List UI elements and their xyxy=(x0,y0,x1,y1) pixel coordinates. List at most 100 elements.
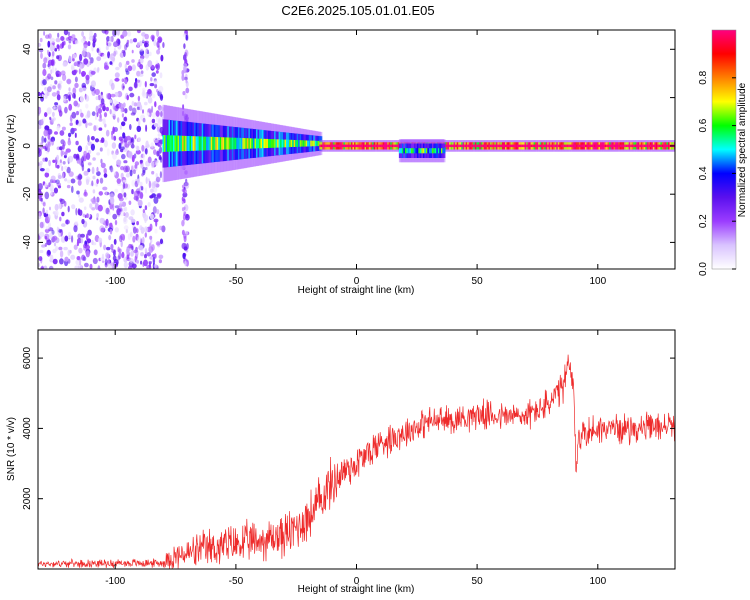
heatmap-cell xyxy=(121,78,125,83)
heatmap-cell xyxy=(64,106,68,114)
heatmap-cell xyxy=(44,157,48,162)
heatmap-cell xyxy=(81,50,86,57)
heatmap-cell xyxy=(68,171,74,177)
y-tick-label: -20 xyxy=(22,187,33,202)
heatmap-cell xyxy=(50,175,56,181)
heatmap-cell xyxy=(44,172,50,178)
heatmap-cell xyxy=(213,136,217,150)
heatmap-cell xyxy=(600,144,603,148)
heatmap-cell xyxy=(121,153,126,160)
heatmap-cell xyxy=(56,44,60,49)
heatmap-cell xyxy=(182,213,186,221)
heatmap-cell xyxy=(185,80,189,88)
heatmap-cell xyxy=(56,104,62,110)
heatmap-cell xyxy=(114,227,119,233)
heatmap-cell xyxy=(99,177,104,184)
heatmap-cell xyxy=(110,35,114,43)
heatmap-cell xyxy=(152,206,157,214)
heatmap-cell xyxy=(153,196,159,204)
heatmap-cell xyxy=(136,125,142,132)
heatmap-cell xyxy=(55,245,59,251)
heatmap-cell xyxy=(62,161,66,165)
heatmap-cell xyxy=(151,105,154,113)
heatmap-cell xyxy=(47,40,51,48)
heatmap-cell xyxy=(126,39,130,45)
heatmap-cell xyxy=(150,238,153,244)
heatmap-cell xyxy=(105,252,110,259)
heatmap-cell xyxy=(136,79,141,83)
colorbar-ticks: 0.0 0.2 0.4 0.6 0.8 xyxy=(698,70,736,276)
heatmap-cell xyxy=(137,236,142,243)
heatmap-cell xyxy=(153,139,159,144)
heatmap-cell xyxy=(185,214,190,221)
heatmap-cell xyxy=(38,91,41,97)
heatmap-cell xyxy=(46,107,52,115)
heatmap-cell xyxy=(74,265,80,269)
heatmap-cell xyxy=(147,88,152,95)
heatmap-cell xyxy=(185,34,188,41)
heatmap-cell xyxy=(150,34,155,41)
heatmap-cell xyxy=(153,39,157,46)
heatmap-cell xyxy=(87,229,92,236)
heatmap-cell xyxy=(133,81,139,89)
y-tick-label: -40 xyxy=(22,235,33,250)
heatmap-cell xyxy=(109,197,115,205)
heatmap-cell xyxy=(184,260,187,267)
heatmap-cell xyxy=(87,135,90,143)
heatmap-cell xyxy=(76,190,80,195)
heatmap-cell xyxy=(151,72,156,77)
heatmap-cell xyxy=(183,113,188,121)
heatmap-cell xyxy=(45,209,49,215)
heatmap-cell xyxy=(147,156,152,164)
heatmap-cell xyxy=(126,94,129,101)
heatmap-cell xyxy=(159,212,162,219)
heatmap-cell xyxy=(144,81,147,88)
heatmap-cell xyxy=(51,118,55,123)
heatmap-cell xyxy=(535,144,539,148)
heatmap-cell xyxy=(96,166,99,173)
heatmap-cell xyxy=(64,165,68,170)
heatmap-cell xyxy=(153,264,158,268)
heatmap-cell xyxy=(135,228,139,234)
heatmap-cell xyxy=(42,115,45,122)
heatmap-cell xyxy=(62,150,65,156)
heatmap-cell xyxy=(110,82,115,91)
heatmap-cell xyxy=(143,226,149,233)
heatmap-cell xyxy=(131,49,134,54)
heatmap-cell xyxy=(62,61,68,67)
heatmap-cell xyxy=(149,235,153,240)
heatmap-cell xyxy=(79,174,83,180)
figure-title: C2E6.2025.105.01.01.E05 xyxy=(281,3,434,18)
heatmap-cell xyxy=(108,265,112,269)
heatmap-cell xyxy=(123,192,127,198)
heatmap-cell xyxy=(139,63,144,70)
heatmap-cell xyxy=(584,144,588,148)
heatmap-cell xyxy=(142,236,145,244)
x-tick-label: -100 xyxy=(105,276,125,287)
heatmap-cell xyxy=(44,235,48,240)
heatmap-cell xyxy=(97,50,102,56)
heatmap-cell xyxy=(49,116,52,120)
heatmap-cell xyxy=(138,119,141,126)
heatmap-cell xyxy=(125,60,130,65)
heatmap-cell xyxy=(74,76,78,83)
heatmap-cell xyxy=(147,89,153,97)
heatmap-cell xyxy=(112,213,118,220)
heatmap-cell xyxy=(79,53,83,62)
heatmap-cell xyxy=(52,85,56,90)
heatmap-cell xyxy=(61,223,66,227)
heatmap-cell xyxy=(42,79,47,86)
heatmap-cell xyxy=(159,116,164,121)
heatmap-cell xyxy=(67,44,72,50)
heatmap-cell xyxy=(115,149,119,155)
heatmap-cell xyxy=(49,206,51,211)
heatmap-cell xyxy=(136,221,140,226)
heatmap-cell xyxy=(75,259,80,266)
heatmap-cell xyxy=(80,233,85,238)
heatmap-cell xyxy=(156,49,161,55)
heatmap-cell xyxy=(140,226,145,234)
heatmap-cell xyxy=(85,178,90,185)
heatmap-cell xyxy=(109,36,112,42)
heatmap-cell xyxy=(159,146,163,154)
heatmap-cell xyxy=(49,44,54,52)
